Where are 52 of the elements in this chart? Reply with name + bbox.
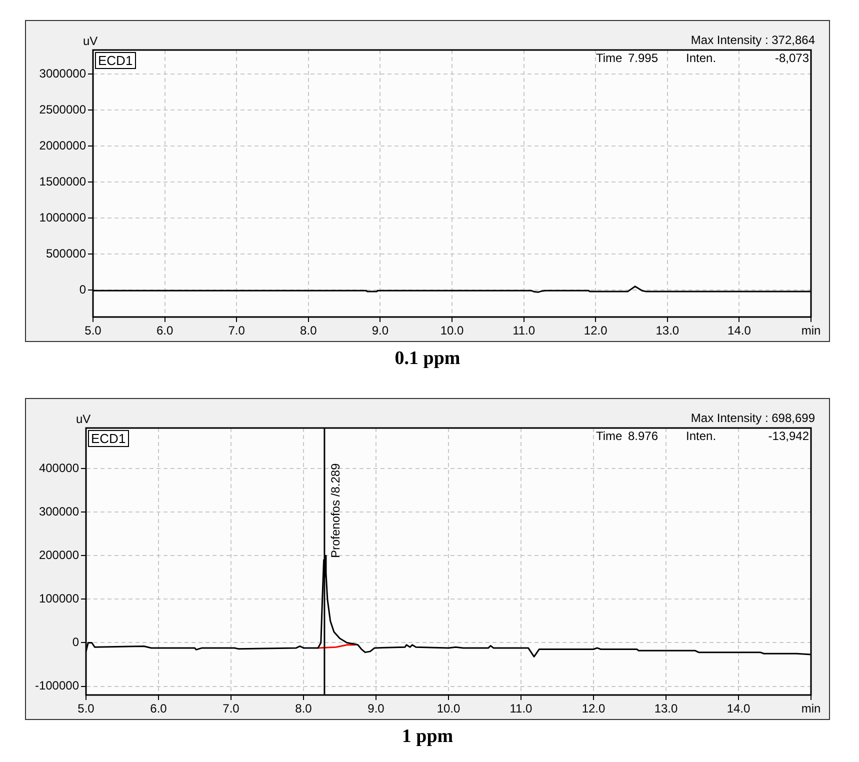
ref-line-label: Profenofos /8.289: [328, 462, 342, 558]
y-tick-label: 300000: [38, 504, 80, 518]
x-tick-label: 14.0: [728, 324, 752, 338]
x-tick-label: 5.0: [84, 324, 102, 338]
x-tick-label: min: [801, 702, 821, 716]
x-tick-label: 7.0: [228, 324, 246, 338]
x-tick-label: 13.0: [654, 702, 678, 716]
text: Max Intensity : 372,864: [690, 33, 815, 47]
x-tick-label: 10.0: [436, 702, 460, 716]
annotation: Inten.: [686, 429, 716, 443]
annotation: Time: [596, 51, 622, 65]
y-tick-label: 400000: [38, 460, 80, 475]
annotation: ECD1: [88, 430, 129, 447]
annotation: -13,942: [768, 429, 809, 443]
y-tick-label: 500000: [46, 246, 86, 260]
y-tick-label: -100000: [34, 678, 80, 693]
y-tick-label: 0: [72, 635, 80, 650]
y-tick-label: 1000000: [39, 210, 86, 224]
text: Max Intensity : 698,699: [690, 411, 815, 425]
y-tick-label: 2500000: [39, 102, 86, 116]
annotation: Time: [596, 429, 622, 443]
annotation: Inten.: [686, 51, 716, 65]
y-tick-label: 3000000: [39, 66, 86, 80]
x-tick-label: 14.0: [726, 702, 750, 716]
annotation: 8.976: [628, 429, 658, 443]
x-tick-label: 5.0: [78, 702, 95, 716]
text: 0.1 ppm: [394, 348, 462, 370]
annotation: -8,073: [774, 51, 809, 65]
y-axis-title: uV: [83, 34, 98, 48]
x-tick-label: 12.0: [582, 702, 606, 716]
x-tick-label: 9.0: [368, 702, 385, 716]
y-tick-label: 2000000: [39, 138, 86, 152]
x-tick-label: min: [801, 324, 821, 338]
x-tick-label: 11.0: [510, 702, 533, 716]
x-tick-label: 6.0: [156, 324, 174, 338]
x-tick-label: 8.0: [300, 324, 318, 338]
y-axis-title: uV: [76, 412, 91, 426]
y-tick-label: 1500000: [39, 174, 86, 188]
y-tick-label: 100000: [38, 591, 80, 606]
y-tick-label: 0: [79, 282, 86, 296]
x-tick-label: 6.0: [150, 702, 168, 716]
annotation: ECD1: [95, 52, 136, 69]
text: 1 ppm: [400, 726, 454, 748]
x-tick-label: 11.0: [512, 324, 536, 338]
x-tick-label: 12.0: [584, 324, 608, 338]
x-tick-label: 10.0: [440, 324, 464, 338]
annotation: 7.995: [628, 51, 658, 65]
x-tick-label: 7.0: [222, 702, 240, 716]
y-tick-label: 200000: [38, 548, 80, 562]
x-tick-label: 13.0: [656, 324, 680, 338]
x-tick-label: 9.0: [372, 324, 389, 338]
x-tick-label: 8.0: [295, 702, 312, 716]
